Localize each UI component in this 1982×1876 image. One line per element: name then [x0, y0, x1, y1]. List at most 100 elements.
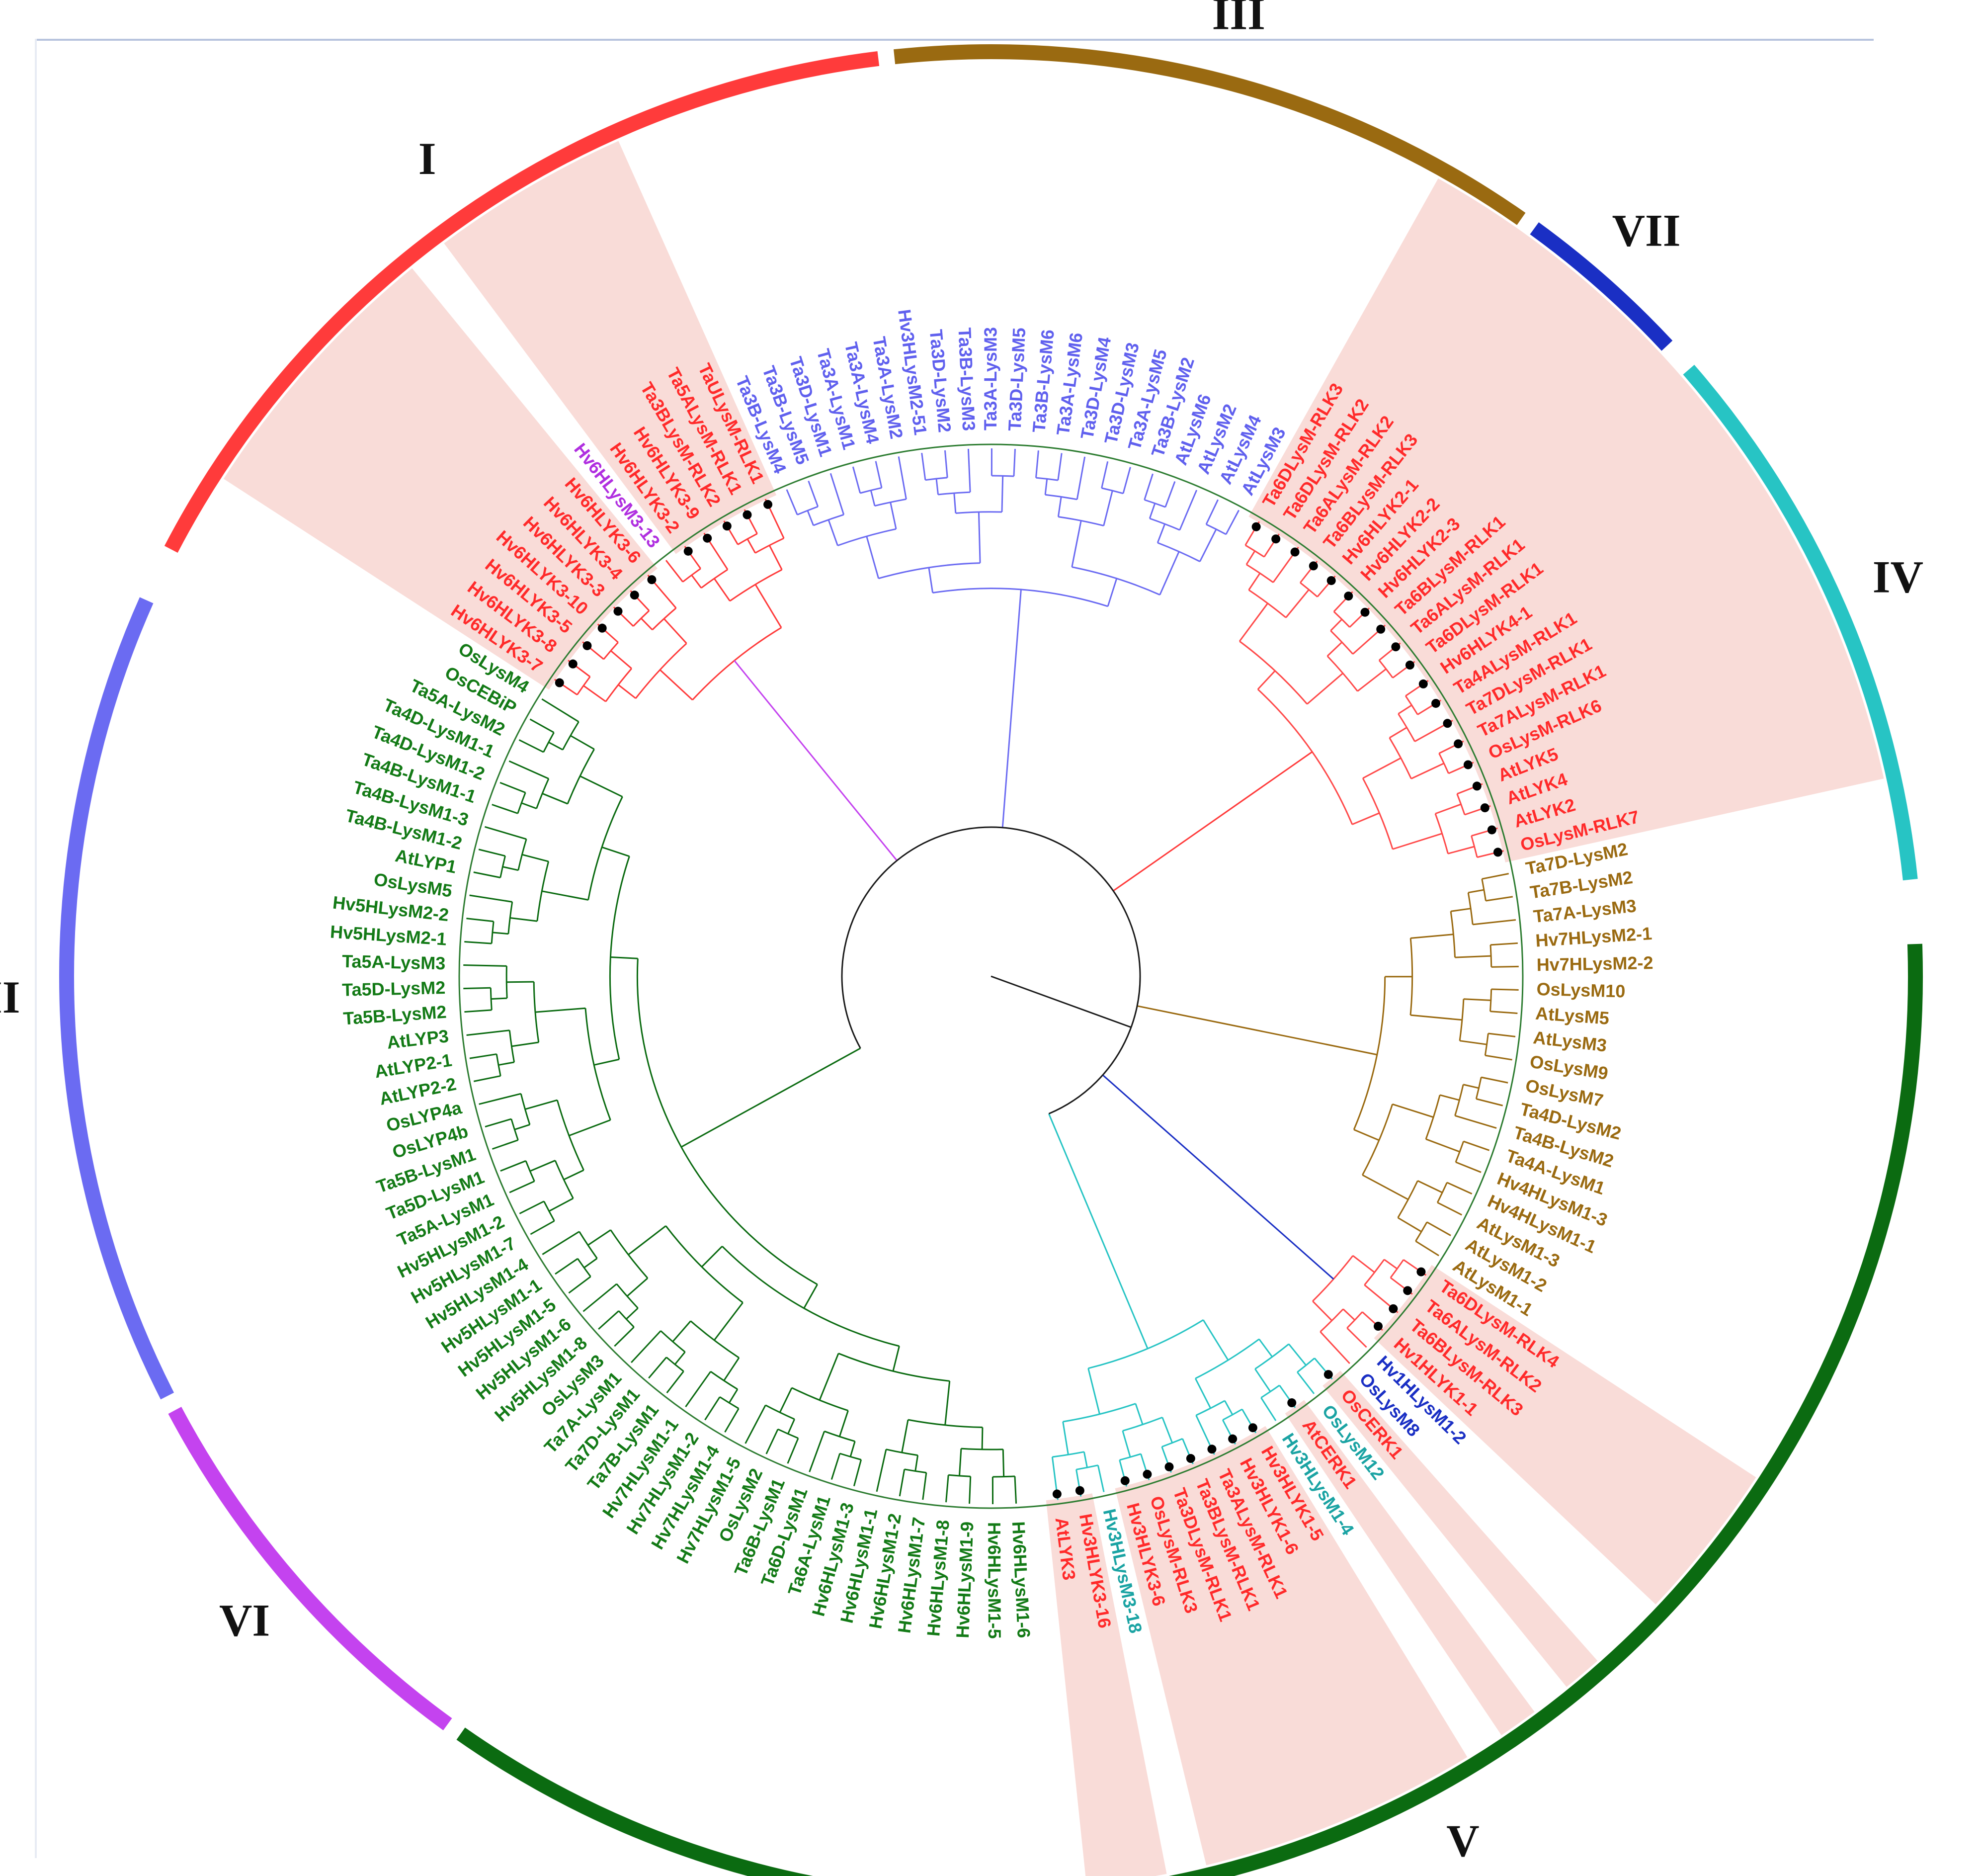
- branch: [1103, 490, 1113, 526]
- branch: [1258, 1338, 1273, 1358]
- branch: [1389, 727, 1407, 739]
- node-marker: [1164, 1462, 1174, 1471]
- branch: [548, 741, 563, 751]
- branch: [809, 1431, 826, 1472]
- branch-arc: [1246, 564, 1274, 583]
- clade-label-ii: II: [0, 972, 20, 1023]
- branch: [691, 575, 702, 589]
- branch: [1398, 704, 1412, 715]
- branch: [1392, 1103, 1434, 1118]
- node-marker: [1472, 781, 1482, 791]
- branch: [1330, 618, 1343, 631]
- tree-branches: [463, 448, 1519, 1504]
- clade-arc-i: [164, 51, 880, 553]
- clade-arcs: [59, 44, 1923, 1876]
- branch-arc: [636, 958, 818, 1285]
- node-marker: [1287, 1398, 1297, 1408]
- branch: [1481, 1076, 1508, 1084]
- branch: [542, 792, 568, 805]
- leaf-label: Ta3D-LysM5: [1004, 327, 1029, 431]
- branch: [555, 1258, 578, 1275]
- branch: [1097, 1465, 1105, 1492]
- branch: [1248, 573, 1261, 591]
- branch: [890, 502, 897, 529]
- branch-arc: [1326, 655, 1358, 692]
- branch: [1320, 1331, 1350, 1364]
- node-marker: [1405, 660, 1414, 670]
- branch: [1288, 1343, 1307, 1366]
- branch: [659, 669, 693, 701]
- branch: [1076, 456, 1086, 500]
- branch: [479, 1093, 521, 1105]
- branch: [672, 1320, 691, 1342]
- branch: [473, 1075, 501, 1082]
- branch-arc: [841, 826, 1141, 1114]
- node-marker: [1391, 642, 1401, 652]
- branch: [568, 1276, 591, 1294]
- branch: [1459, 1040, 1487, 1045]
- branch-arc: [1222, 1408, 1243, 1421]
- node-marker: [1373, 1322, 1383, 1331]
- branch: [1224, 1400, 1234, 1415]
- branch: [498, 1061, 514, 1066]
- branch: [713, 578, 731, 601]
- branch: [967, 448, 971, 493]
- branch: [569, 1119, 611, 1137]
- branch: [892, 1346, 900, 1371]
- branch: [1122, 1430, 1131, 1457]
- branch: [1149, 503, 1156, 519]
- branch: [1410, 763, 1444, 779]
- branch: [1463, 1084, 1479, 1089]
- branch: [808, 481, 819, 507]
- clade-label-v: V: [1446, 1815, 1479, 1866]
- branch: [685, 1371, 712, 1408]
- branch: [1352, 1255, 1375, 1273]
- clade-label-i: I: [418, 133, 436, 184]
- leaf-label: Hv6HLysM1-5: [984, 1522, 1005, 1639]
- branch-arc: [710, 1370, 738, 1390]
- branch-arc: [587, 796, 623, 900]
- branch: [819, 1353, 839, 1401]
- branch: [1312, 1300, 1332, 1321]
- branch: [852, 466, 861, 494]
- leaf-label: OsLysM10: [1536, 979, 1626, 1002]
- branch: [807, 510, 815, 526]
- branch-arc: [1364, 1259, 1385, 1285]
- branch: [928, 567, 934, 593]
- branch: [570, 735, 595, 750]
- clade-labels: IIIIVIIIVVVIII: [0, 0, 1923, 1866]
- branch: [953, 493, 957, 513]
- branch: [469, 894, 512, 903]
- branch: [583, 685, 606, 702]
- branch: [713, 1302, 743, 1341]
- branch: [541, 890, 588, 901]
- branch: [734, 660, 898, 861]
- branch: [1137, 1005, 1378, 1056]
- branch: [754, 584, 782, 628]
- top-rule: [35, 39, 1874, 41]
- branch: [898, 456, 907, 500]
- branch: [1001, 476, 1004, 512]
- branch: [944, 1381, 951, 1426]
- node-marker: [1416, 1267, 1426, 1277]
- branch-arc: [961, 1448, 1003, 1450]
- branch-arc: [1471, 836, 1478, 857]
- branch-arc: [1052, 1451, 1084, 1458]
- branch-arc: [1320, 1308, 1344, 1333]
- branch: [593, 1058, 620, 1066]
- branch: [485, 1118, 512, 1128]
- node-marker: [763, 500, 773, 509]
- branch: [724, 1408, 740, 1433]
- left-rule: [35, 39, 37, 1858]
- branch: [876, 1449, 887, 1492]
- node-marker: [1248, 1423, 1257, 1433]
- branch: [1225, 510, 1240, 535]
- branch-arc: [520, 1093, 531, 1125]
- clade-label-vii: VII: [1612, 205, 1681, 256]
- node-marker: [1143, 1469, 1152, 1479]
- leaf-label: Hv6HLysM1-8: [923, 1519, 953, 1637]
- branch: [1490, 1011, 1518, 1014]
- branch: [1352, 812, 1380, 825]
- branch: [640, 617, 653, 631]
